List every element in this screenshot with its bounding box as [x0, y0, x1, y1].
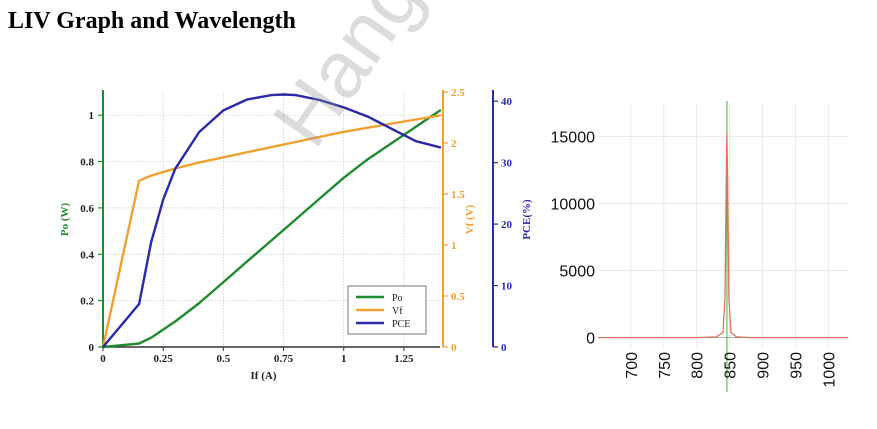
spectrum-x-tick-label: 750 — [657, 352, 674, 379]
legend-label-vf: Vf — [392, 306, 403, 317]
legend-label-pce: PCE — [392, 319, 410, 330]
po-tick-label: 1 — [89, 110, 95, 122]
spectrum-y-tick-label: 10000 — [551, 197, 596, 214]
legend-box — [347, 285, 427, 335]
x-tick-label: 0.5 — [216, 353, 230, 365]
liv-grid — [103, 92, 440, 347]
vf-tick-label: 1.5 — [451, 189, 465, 201]
x-tick-label: 1 — [341, 353, 347, 365]
page-title: LIV Graph and Wavelength — [8, 8, 296, 34]
pce-tick-label: 40 — [501, 96, 513, 108]
x-tick-label: 0.25 — [154, 353, 174, 365]
po-tick-label: 0.8 — [80, 157, 94, 169]
po-tick-label: 0.6 — [80, 203, 94, 215]
spectrum-ticks: 0 5000 10000 15000 700 750 800 850 900 950 1000 — [551, 130, 839, 388]
spectrum-x-tick-label: 800 — [690, 352, 707, 379]
pce-tick-label: 10 — [501, 281, 513, 293]
po-axis-label: Po (W) — [59, 203, 71, 237]
spectrum-lines — [598, 101, 848, 392]
liv-legend: Po Vf PCE — [347, 285, 427, 335]
spectrum-y-tick-label: 5000 — [559, 264, 595, 281]
spectrum-line — [598, 133, 848, 339]
spectrum-x-tick-label: 950 — [788, 352, 805, 379]
liv-axes — [102, 90, 494, 348]
vf-tick-label: 2 — [451, 138, 457, 150]
series-line-po — [101, 109, 442, 349]
liv-ticks: 0 0.25 0.5 0.75 1 1.25 If (A) 0 0.2 0.4 0.6 0.8 1 Po … — [59, 87, 533, 382]
spectrum-x-tick-label: 1000 — [821, 352, 838, 388]
vf-tick-label: 2.5 — [451, 87, 465, 99]
vf-axis-label: Vf (V) — [464, 204, 476, 234]
series-line-pce — [101, 93, 442, 349]
x-tick-label: 0.75 — [274, 353, 294, 365]
po-tick-label: 0.2 — [80, 296, 94, 308]
liv-lines — [101, 93, 442, 349]
pce-tick-label: 0 — [501, 342, 507, 354]
spectrum-y-tick-label: 0 — [586, 331, 595, 348]
x-tick-label: 0 — [100, 353, 106, 365]
x-tick-label: 1.25 — [394, 353, 414, 365]
pce-tick-label: 30 — [501, 158, 513, 170]
vf-tick-label: 0 — [451, 342, 457, 354]
spectrum-grid — [598, 103, 848, 347]
vf-tick-label: 0.5 — [451, 291, 465, 303]
po-tick-label: 0 — [89, 342, 95, 354]
spectrum-y-tick-label: 15000 — [551, 130, 596, 147]
spectrum-x-tick-label: 700 — [624, 352, 641, 379]
x-axis-label: If (A) — [251, 370, 277, 382]
po-tick-label: 0.4 — [80, 249, 94, 261]
pce-tick-label: 20 — [501, 219, 513, 231]
spectrum-x-tick-label: 900 — [755, 352, 772, 379]
spectrum-x-tick-label: 850 — [723, 352, 740, 379]
pce-axis-label: PCE(%) — [521, 199, 533, 240]
vf-tick-label: 1 — [451, 240, 457, 252]
legend-label-po: Po — [392, 293, 403, 304]
